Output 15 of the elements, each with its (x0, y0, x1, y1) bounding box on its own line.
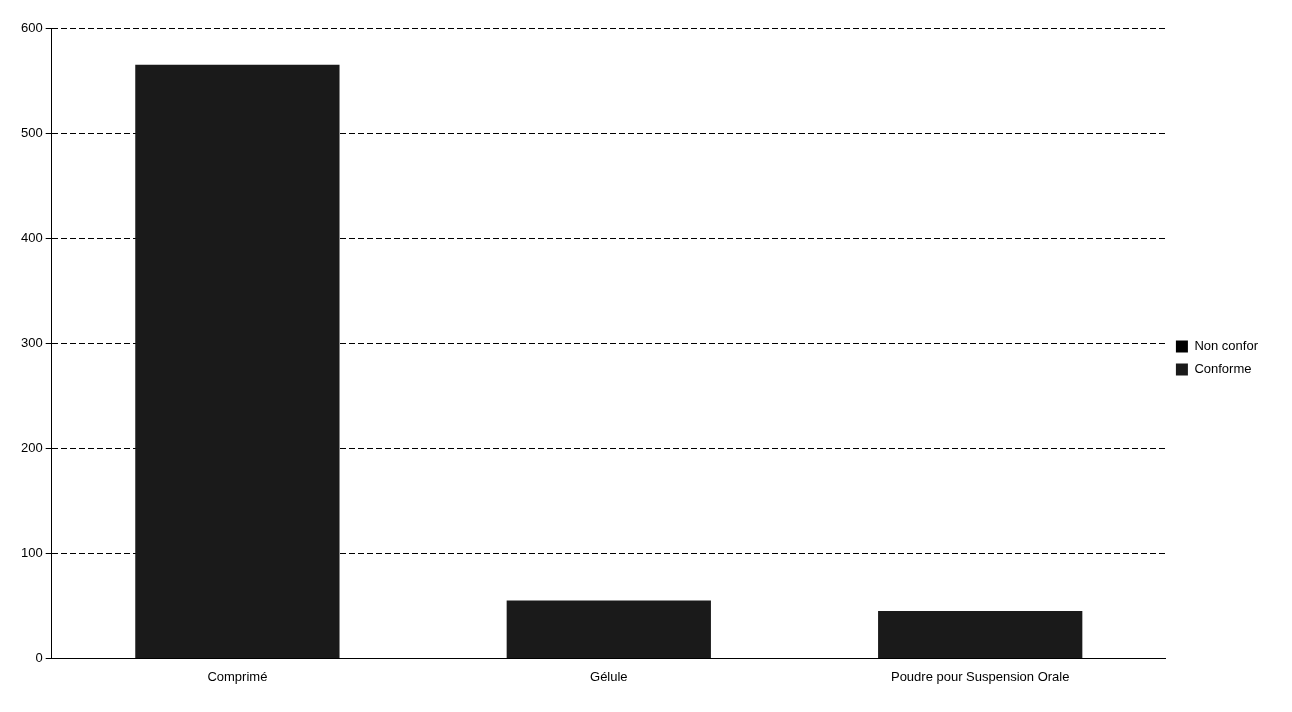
y-tick-label: 0 (35, 649, 43, 665)
y-tick-label: 400 (20, 229, 43, 245)
x-tick-label: Gélule (590, 668, 628, 684)
bar (878, 611, 1083, 658)
bar (506, 600, 711, 658)
y-tick-label: 300 (20, 334, 43, 350)
y-tick-label: 600 (20, 19, 43, 35)
bar (135, 64, 340, 658)
x-tick-label: Comprimé (207, 668, 268, 684)
x-tick-label: Poudre pour Suspension Orale (890, 668, 1070, 684)
y-tick-label: 500 (20, 124, 43, 140)
legend-label: Non confor (1194, 338, 1259, 354)
legend-label: Conforme (1194, 361, 1252, 377)
y-tick-label: 200 (20, 439, 43, 455)
y-tick-label: 100 (20, 544, 43, 560)
